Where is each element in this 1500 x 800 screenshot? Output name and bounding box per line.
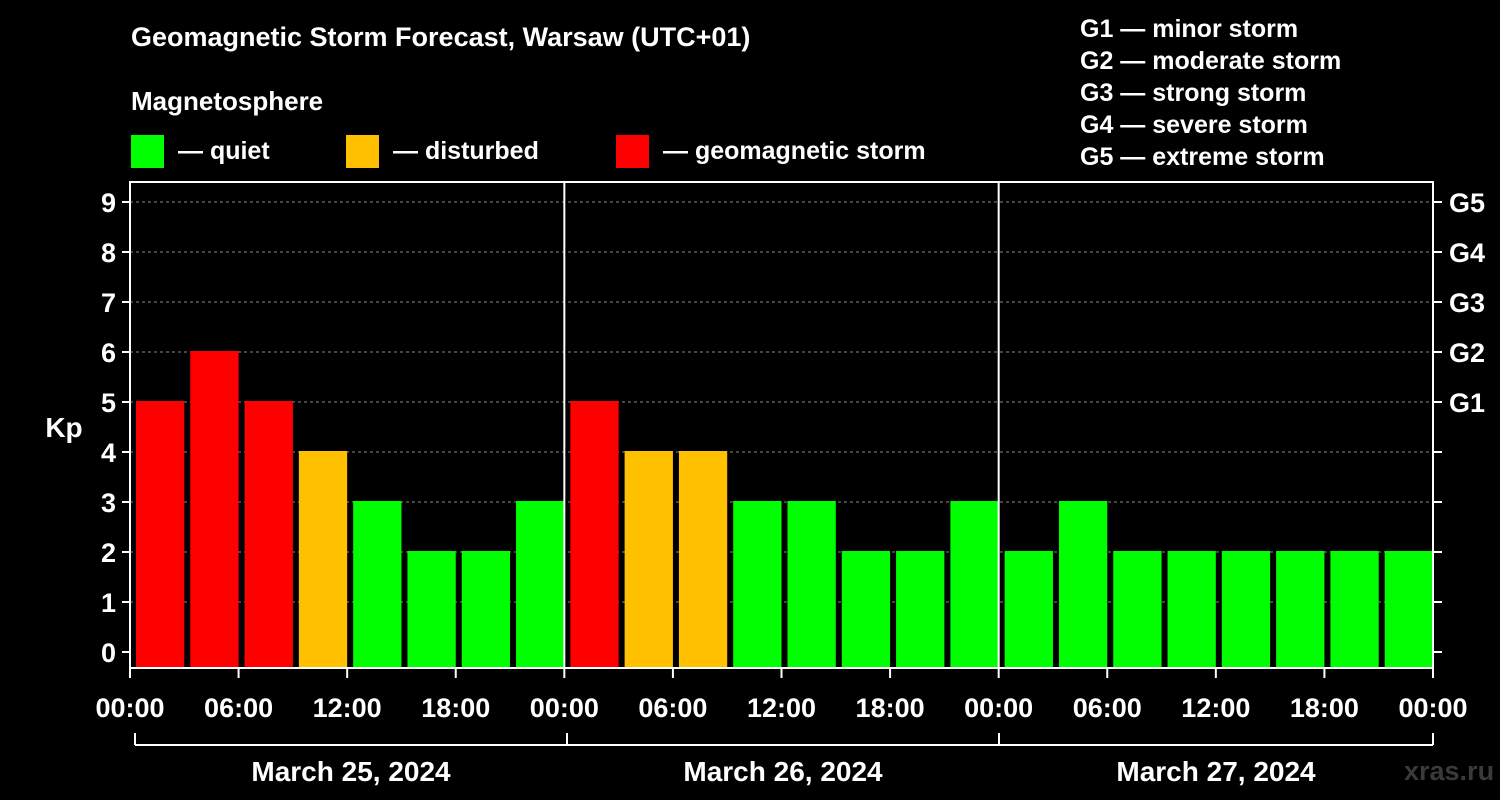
bar (244, 401, 293, 668)
x-tick-label: 12:00 (1181, 693, 1250, 723)
x-tick-label: 18:00 (1290, 693, 1359, 723)
bar (1167, 551, 1216, 668)
day-label: March 27, 2024 (1116, 756, 1316, 787)
bar (950, 501, 999, 668)
bar (298, 451, 348, 668)
x-tick-label: 00:00 (964, 693, 1033, 723)
x-tick-label: 06:00 (1073, 693, 1142, 723)
legend-item-disturbed: — disturbed (346, 134, 539, 168)
bar (1276, 551, 1325, 668)
bar (733, 501, 782, 668)
bar (353, 501, 402, 668)
storm-level-g3: G3 — strong storm (1080, 79, 1307, 107)
y-tick-label: 7 (101, 288, 116, 318)
legend-swatch-quiet (131, 134, 164, 168)
x-tick-label: 00:00 (530, 693, 599, 723)
y-tick-label: 1 (101, 588, 116, 618)
x-tick-label: 06:00 (638, 693, 707, 723)
y-tick-label: 4 (101, 438, 116, 468)
legend-label-disturbed: — disturbed (393, 136, 539, 165)
bar (516, 501, 565, 668)
x-tick-label: 00:00 (95, 693, 164, 723)
legend-item-quiet: — quiet (131, 134, 270, 168)
y-tick-label: 6 (101, 338, 116, 368)
legend-item-storm: — geomagnetic storm (616, 134, 926, 168)
storm-level-g5: G5 — extreme storm (1080, 143, 1325, 171)
bar (1384, 551, 1433, 668)
day-label: March 25, 2024 (251, 756, 451, 787)
bar (896, 551, 945, 668)
x-tick-label: 18:00 (421, 693, 490, 723)
storm-level-g4: G4 — severe storm (1080, 111, 1308, 139)
x-tick-label: 06:00 (204, 693, 273, 723)
right-tick-label: G5 (1449, 188, 1485, 218)
bar (136, 401, 185, 668)
bar (1330, 551, 1379, 668)
bar (1004, 551, 1053, 668)
legend-label-storm: — geomagnetic storm (663, 136, 926, 165)
x-tick-label: 12:00 (747, 693, 816, 723)
bar (407, 551, 456, 668)
bar (461, 551, 511, 668)
storm-level-g2: G2 — moderate storm (1080, 47, 1342, 75)
bar (841, 551, 891, 668)
bar (1221, 551, 1271, 668)
bar (1058, 501, 1108, 668)
day-label: March 26, 2024 (683, 756, 883, 787)
x-tick-label: 18:00 (856, 693, 925, 723)
y-tick-label: 9 (101, 188, 116, 218)
chart-title: Geomagnetic Storm Forecast, Warsaw (UTC+… (131, 22, 751, 52)
legend-swatch-storm (616, 134, 649, 168)
right-tick-label: G1 (1449, 388, 1485, 418)
right-tick-label: G2 (1449, 338, 1485, 368)
watermark: xras.ru (1404, 756, 1495, 786)
y-tick-label: 0 (101, 638, 116, 668)
y-tick-label: 2 (101, 538, 116, 568)
right-tick-label: G4 (1449, 238, 1485, 268)
bar (570, 401, 619, 668)
legend-title: Magnetosphere (131, 86, 324, 116)
bar (624, 451, 673, 668)
y-tick-label: 3 (101, 488, 116, 518)
y-tick-label: 5 (101, 388, 116, 418)
legend-label-quiet: — quiet (178, 136, 270, 165)
bar (787, 501, 836, 668)
x-tick-label: 00:00 (1398, 693, 1467, 723)
bar (190, 351, 239, 668)
y-axis-label: Kp (45, 412, 82, 443)
right-tick-label: G3 (1449, 288, 1485, 318)
bar (678, 451, 728, 668)
x-tick-label: 12:00 (313, 693, 382, 723)
legend-swatch-disturbed (346, 134, 379, 168)
storm-level-g1: G1 — minor storm (1080, 15, 1299, 43)
storm-level-list: G1 — minor storm G2 — moderate storm G3 … (1080, 13, 1341, 173)
bar (1113, 551, 1162, 668)
y-tick-label: 8 (101, 238, 116, 268)
